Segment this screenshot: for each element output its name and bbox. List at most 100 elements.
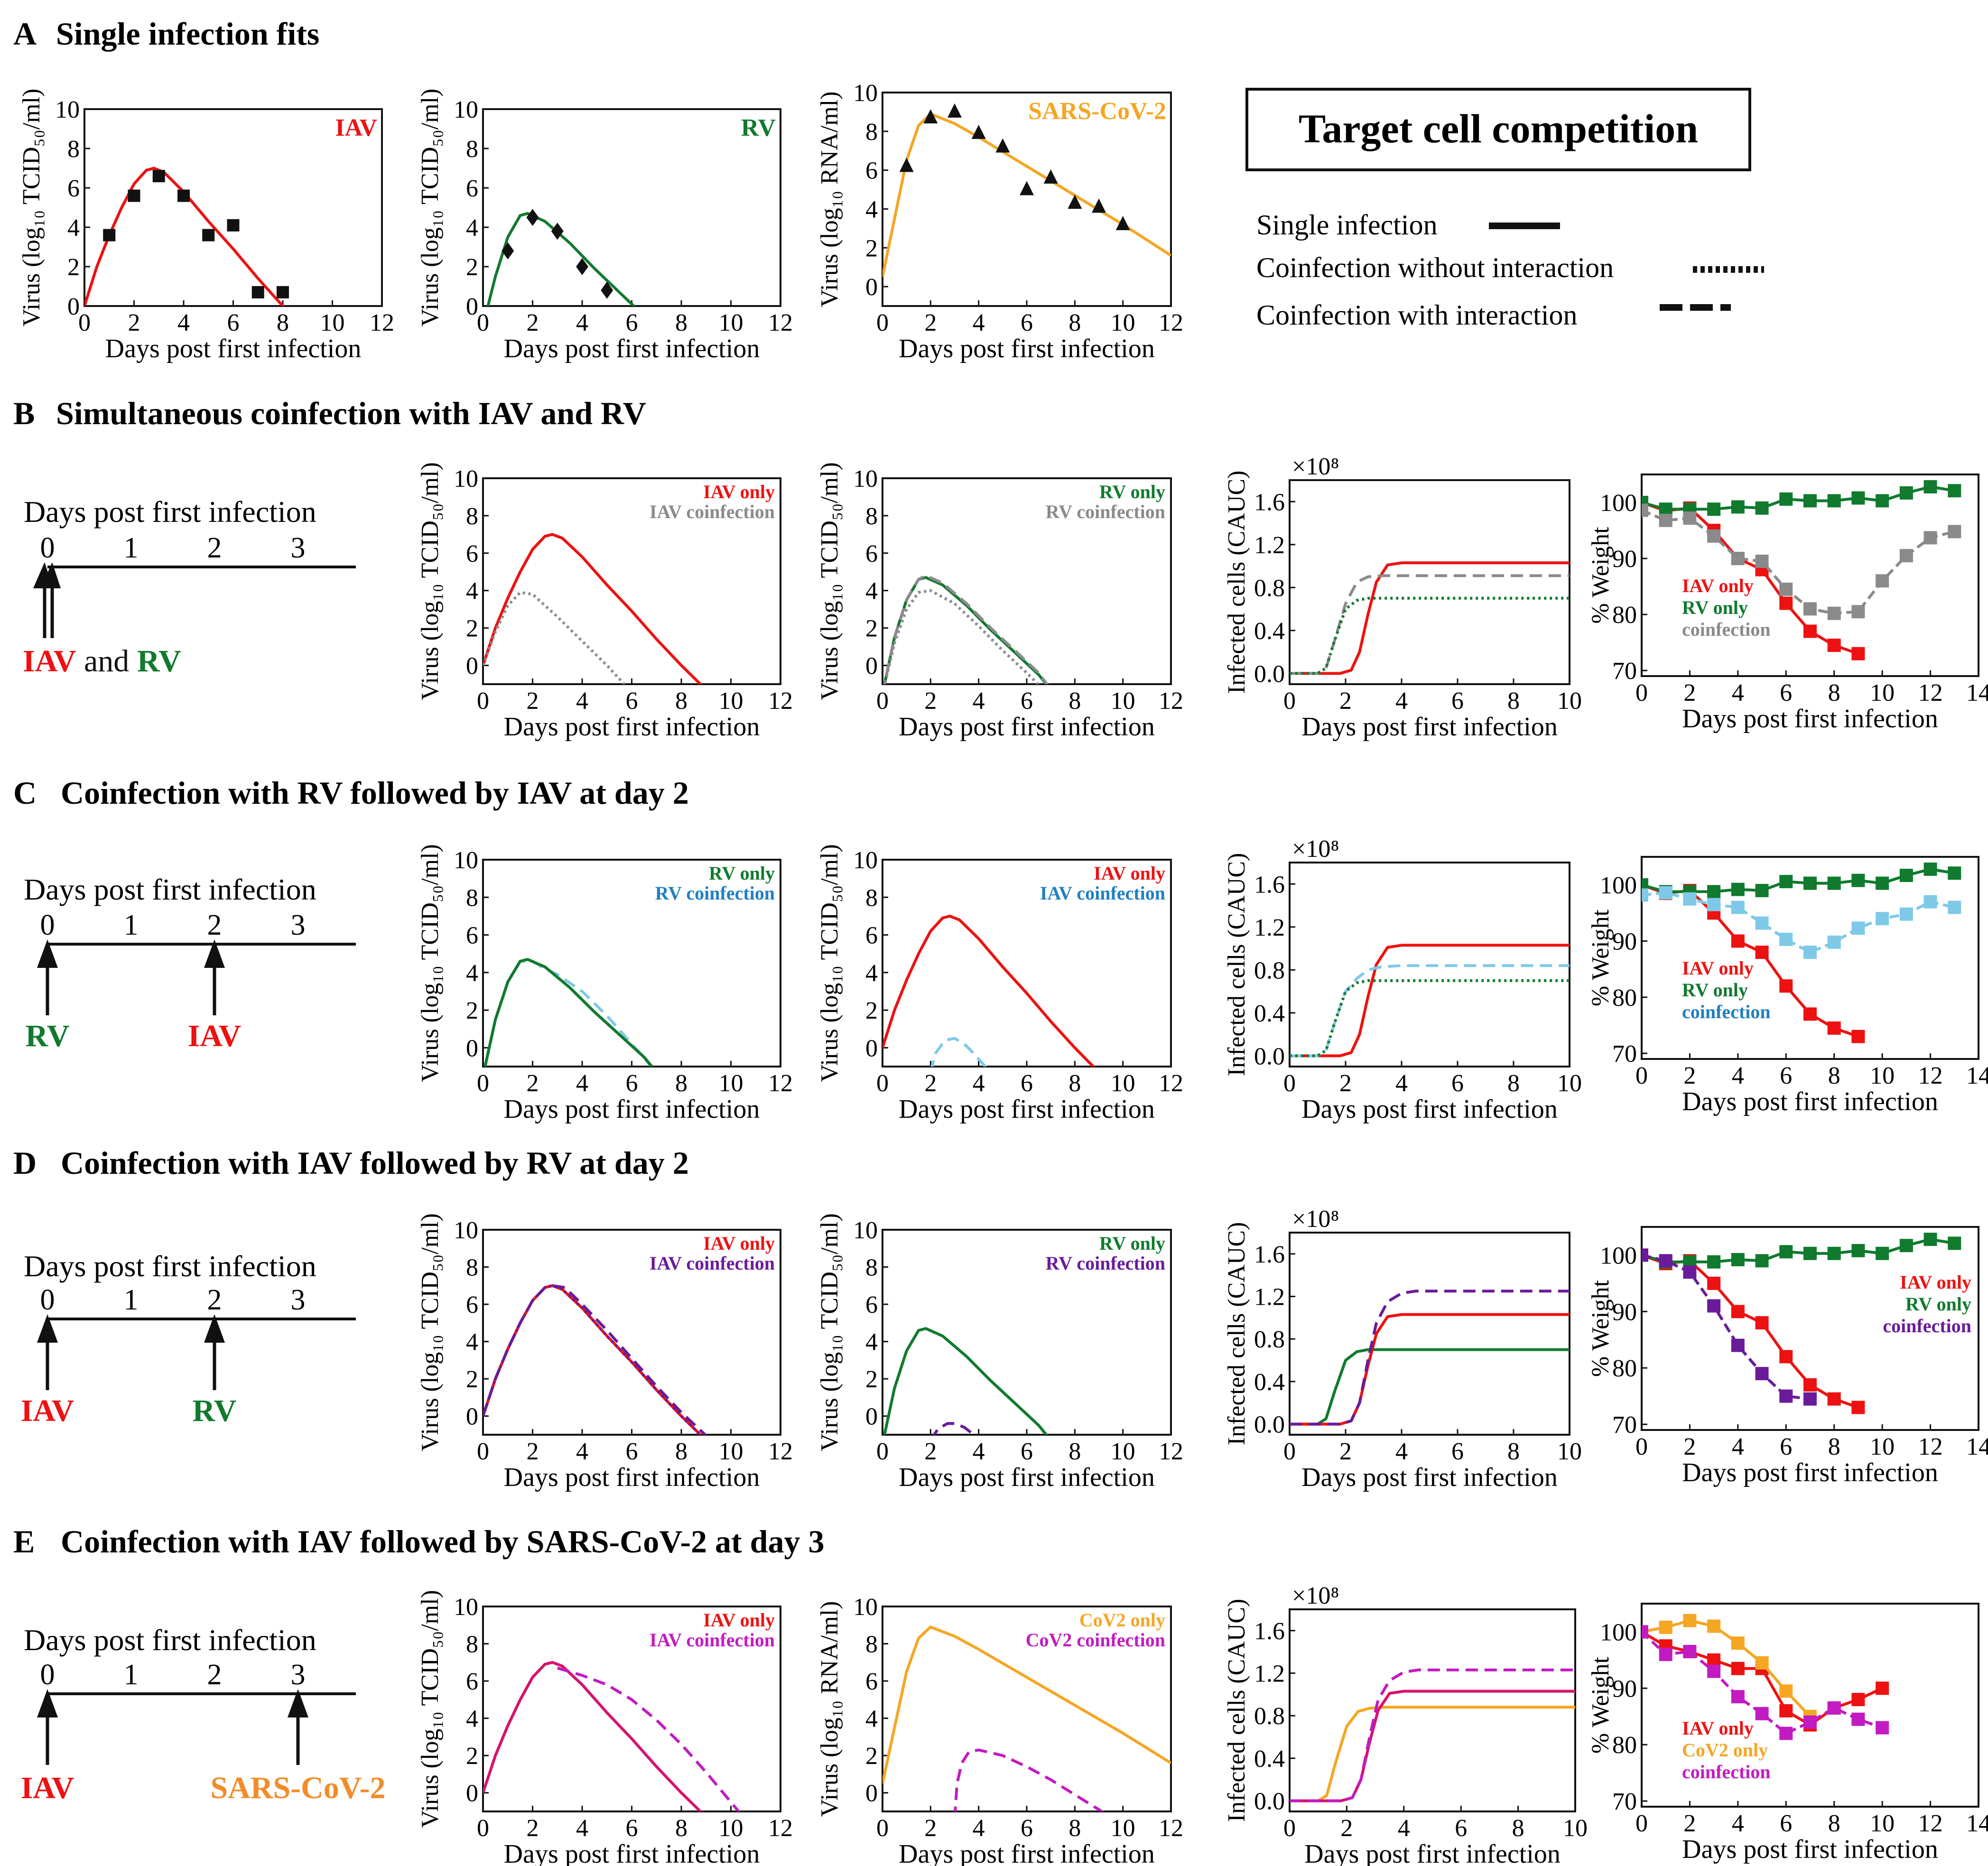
x-tick-label: 8	[1068, 1815, 1081, 1842]
series-marker	[1827, 935, 1841, 949]
y-tick-label: 1.2	[1254, 914, 1285, 941]
timeline-tick: 2	[207, 909, 222, 941]
y-tick-label: 2	[865, 1743, 878, 1770]
x-tick-label: 2	[924, 1438, 937, 1465]
series-marker	[1803, 946, 1817, 959]
series-marker	[1731, 1305, 1745, 1318]
series-group	[486, 209, 636, 306]
section-B-heading: B Simultaneous coinfection with IAV and …	[13, 395, 646, 431]
series-line	[483, 1284, 707, 1435]
legend-entry: IAV only	[1682, 957, 1754, 979]
timeline-label-part: RV	[137, 644, 181, 678]
legend-box-title: Target cell competition	[1299, 106, 1698, 151]
y-tick-label: 80	[1612, 1355, 1637, 1382]
series-marker	[1659, 1620, 1672, 1634]
x-axis-label: Days post first infection	[899, 712, 1155, 742]
x-tick-label: 6	[626, 1070, 638, 1097]
y-tick-label: 8	[466, 1631, 478, 1658]
timeline-tick: 0	[40, 532, 55, 564]
x-tick-label: 4	[1732, 1810, 1744, 1837]
series-marker	[1948, 901, 1961, 914]
series-marker	[1659, 1648, 1672, 1661]
y-tick-label: 4	[865, 196, 878, 223]
arrow-head	[204, 939, 225, 968]
y-tick-label: 2	[865, 235, 878, 262]
x-tick-label: 12	[1159, 1438, 1183, 1465]
y-tick-label: 90	[1612, 1299, 1637, 1326]
x-tick-label: 0	[1635, 1810, 1648, 1837]
x-axis-label: Days post first infection	[1301, 1463, 1558, 1492]
legend-entry: RV coinfection	[655, 882, 775, 904]
series-marker	[1707, 885, 1721, 899]
y-tick-label: 2	[865, 615, 878, 642]
y-tick-label: 0.0	[1254, 660, 1285, 687]
legend-entry: IAV only	[1094, 863, 1165, 884]
series-marker	[1707, 502, 1721, 516]
x-tick-label: 8	[675, 309, 687, 336]
series-marker	[1876, 1246, 1889, 1260]
y-axis-label: Virus (log₁₀ TCID₅₀/ml)	[417, 844, 444, 1082]
series-marker	[1707, 1653, 1721, 1667]
timeline-label: IAV	[188, 1019, 242, 1053]
chart-B4: 0 2 4 6 8 10 12 14 70 80 90 100 Days post first infe…	[1587, 473, 1988, 733]
section-title: Simultaneous coinfection with IAV and RV	[56, 395, 646, 431]
y-tick-label: 10	[853, 80, 878, 107]
x-tick-label: 8	[1512, 1815, 1524, 1842]
y-axis-label: Virus (log₁₀ RNA/ml)	[816, 1601, 843, 1817]
timeline-tick: 1	[124, 1284, 139, 1316]
legend-entry: IAV only	[1900, 1272, 1971, 1293]
x-tick-label: 8	[675, 1070, 687, 1097]
x-tick-label: 10	[1111, 1070, 1135, 1097]
series-line	[483, 1284, 703, 1435]
series-marker	[1827, 606, 1841, 620]
legend-entry: coinfection	[1682, 1001, 1771, 1022]
timeline-tick: 1	[124, 909, 139, 941]
y-tick-label: 10	[853, 847, 878, 874]
legend-interaction-label: Coinfection with interaction	[1256, 299, 1578, 331]
x-axis-label: Days post first infection	[899, 334, 1155, 363]
section-C-heading: C Coinfection with RV followed by IAV at…	[13, 775, 689, 811]
timeline-arrow	[204, 939, 225, 1015]
data-point	[1068, 195, 1082, 209]
x-tick-label: 10	[1557, 687, 1582, 715]
y-tick-label: 8	[865, 1254, 878, 1281]
series-marker	[1731, 1338, 1745, 1352]
series-marker	[1827, 1021, 1841, 1035]
series-line	[1290, 944, 1570, 1058]
y-tick-label: 10	[853, 465, 878, 492]
series-marker	[1803, 1007, 1817, 1021]
x-tick-label: 6	[1451, 1070, 1464, 1097]
x-tick-label: 10	[1111, 309, 1135, 336]
series-line	[1290, 1290, 1570, 1426]
y-axis-label: Virus (log₁₀ TCID₅₀/ml)	[417, 89, 444, 327]
x-tick-label: 4	[1732, 679, 1744, 706]
y-axis-label: Virus (log₁₀ TCID₅₀/ml)	[417, 1213, 444, 1451]
y-tick-label: 8	[865, 1631, 878, 1658]
section-letter: D	[13, 1145, 37, 1181]
y-tick-label: 0	[865, 1035, 878, 1062]
series-marker	[1683, 1265, 1697, 1279]
chart-title: IAV	[335, 114, 377, 141]
x-tick-label: 10	[719, 1815, 743, 1842]
series-line	[1290, 574, 1570, 675]
legend-entry: IAV coinfection	[1040, 882, 1165, 904]
y-tick-label: 70	[1612, 1788, 1637, 1815]
series-marker	[1683, 892, 1697, 906]
timeline-label-part: and	[76, 644, 137, 678]
y-tick-label: 6	[466, 175, 478, 202]
legend-entry: RV only	[1905, 1293, 1971, 1315]
series-marker	[1851, 1244, 1865, 1257]
y-tick-label: 1.2	[1254, 532, 1285, 559]
data-point	[251, 286, 264, 298]
series-marker	[1659, 886, 1672, 900]
y-tick-label: 4	[865, 1329, 878, 1356]
series-marker	[1827, 876, 1841, 890]
timeline-arrow	[37, 1689, 58, 1765]
x-tick-label: 2	[924, 687, 937, 715]
y-tick-label: 8	[466, 1254, 478, 1281]
x-tick-label: 0	[1635, 1062, 1648, 1089]
series-marker	[1755, 1254, 1769, 1268]
data-point	[103, 229, 116, 241]
series-marker	[1876, 574, 1889, 588]
